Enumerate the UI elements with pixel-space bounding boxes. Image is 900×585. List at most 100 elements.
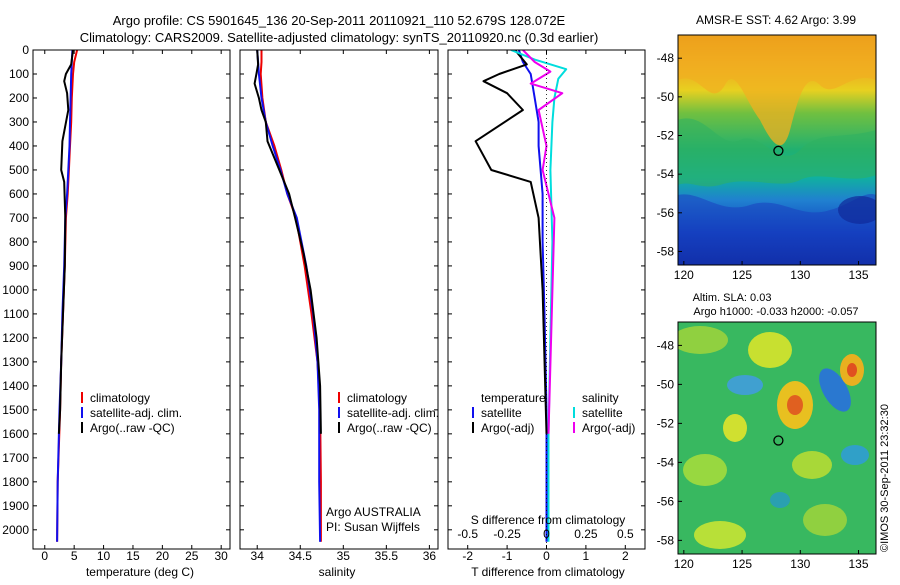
legend-label-satellite: satellite-adj. clim. xyxy=(90,406,182,420)
y-tick-label: -50 xyxy=(657,90,675,104)
y-tick-label: 1500 xyxy=(2,403,29,417)
sla-anomaly-blob xyxy=(723,414,747,442)
x-tick-label: 130 xyxy=(790,268,810,282)
series-line-argo-raw-qc- xyxy=(253,50,322,434)
legend-label-argo: Argo(..raw -QC) xyxy=(347,421,432,435)
sla-map-subtitle: Argo h1000: -0.033 h2000: -0.057 xyxy=(693,306,858,318)
sla-argo-position-marker xyxy=(773,435,784,446)
imos-timestamp-label: ©IMOS 30-Sep-2011 23:32:30 xyxy=(879,404,891,552)
salinity-xlabel: salinity xyxy=(319,565,356,579)
x-tick-label: 2 xyxy=(622,549,629,563)
sla-anomaly-blob xyxy=(819,368,851,412)
legend-label-temp-argo: Argo(-adj) xyxy=(481,421,534,435)
difference-panel: -2 -1 0 1 2 -0.5 -0.25 0 0.25 0.5 S difference f… xyxy=(447,49,646,579)
sla-anomaly-blob xyxy=(847,363,857,377)
y-tick-label: 1900 xyxy=(2,499,29,513)
sla-map-frame xyxy=(677,321,877,555)
salinity-annotation-line-2: PI: Susan Wijffels xyxy=(326,520,420,534)
y-tick-label: 1400 xyxy=(2,379,29,393)
y-tick-label: -52 xyxy=(657,416,675,430)
x-tick-label: -1 xyxy=(502,549,513,563)
x-tick-label: 34 xyxy=(251,549,265,563)
legend-label-climatology: climatology xyxy=(90,391,150,405)
series-line-argo-raw-qc- xyxy=(57,50,74,434)
sla-anomaly-blob xyxy=(683,454,727,486)
difference-xlabel-top: S difference from climatology xyxy=(471,513,626,527)
y-tick-label: -58 xyxy=(657,244,675,258)
legend-label-climatology: climatology xyxy=(347,391,407,405)
y-tick-label: -58 xyxy=(657,533,675,547)
x-tick-label: 5 xyxy=(71,549,78,563)
header-line-2: Climatology: CARS2009. Satellite-adjuste… xyxy=(80,30,599,45)
sla-anomaly-blob xyxy=(770,492,790,508)
y-tick-label: 100 xyxy=(9,67,29,81)
x-tick-label: 125 xyxy=(732,557,752,571)
x-tick-label: 25 xyxy=(185,549,199,563)
legend-label-sal-satellite: satellite xyxy=(582,406,623,420)
y-tick-label: 1700 xyxy=(2,451,29,465)
difference-legend: temperature satellite Argo(-adj) salinit… xyxy=(472,391,635,435)
sst-argo-position-marker xyxy=(773,145,784,156)
x-tick-label: 0 xyxy=(543,549,550,563)
x-tick-label: 20 xyxy=(156,549,170,563)
sla-anomaly-blob xyxy=(787,395,803,415)
difference-xlabel: T difference from climatology xyxy=(471,565,625,579)
sla-anomaly-blob xyxy=(792,451,832,479)
y-tick-label: 1800 xyxy=(2,475,29,489)
x-tick-label: 130 xyxy=(790,557,810,571)
temperature-legend: climatology satellite-adj. clim. Argo(..… xyxy=(81,391,182,435)
sla-anomaly-blob xyxy=(694,521,746,549)
y-tick-label: 900 xyxy=(9,259,29,273)
x-tick-label: -2 xyxy=(462,549,473,563)
sla-map-panel: Altim. SLA: 0.03 Argo h1000: -0.033 h200… xyxy=(657,292,891,571)
salinity-panel: 34 34.5 35 35.5 36 salinity climatology sate… xyxy=(239,49,439,579)
temperature-panel: 0100200300400500600700800900100011001200… xyxy=(2,43,231,579)
sst-map-title: AMSR-E SST: 4.62 Argo: 3.99 xyxy=(696,13,856,27)
sla-map-title: Altim. SLA: 0.03 xyxy=(693,292,772,304)
sla-anomaly-blob xyxy=(748,332,792,368)
y-tick-label: -52 xyxy=(657,129,675,143)
x-tick-label: 34.5 xyxy=(289,549,313,563)
y-tick-label: 200 xyxy=(9,91,29,105)
sla-anomaly-blob xyxy=(678,326,728,354)
sst-green-band xyxy=(678,118,876,187)
header-line-1: Argo profile: CS 5901645_136 20-Sep-2011… xyxy=(113,13,566,28)
y-tick-label: 600 xyxy=(9,187,29,201)
y-tick-label: 500 xyxy=(9,163,29,177)
y-tick-label: -54 xyxy=(657,455,675,469)
y-tick-label: 2000 xyxy=(2,523,29,537)
legend-label-satellite: satellite-adj. clim. xyxy=(347,406,439,420)
y-tick-label: 0 xyxy=(22,43,29,57)
y-tick-label: 1000 xyxy=(2,283,29,297)
legend-title-temperature: temperature xyxy=(481,391,546,405)
x-tick-label: 120 xyxy=(674,557,694,571)
y-tick-label: -56 xyxy=(657,494,675,508)
x-tick-label-top: 0.25 xyxy=(574,527,598,541)
x-tick-label-top: -0.25 xyxy=(493,527,521,541)
x-tick-label-top: 0.5 xyxy=(617,527,634,541)
salinity-axes-frame xyxy=(239,49,439,550)
x-tick-label: 120 xyxy=(674,268,694,282)
x-tick-label: 15 xyxy=(126,549,140,563)
temperature-axes-frame xyxy=(32,49,231,550)
sst-map-frame xyxy=(677,34,877,266)
x-tick-label: 135 xyxy=(849,557,869,571)
y-tick-label: 1300 xyxy=(2,355,29,369)
series-line-temperature-argo-adj- xyxy=(474,50,548,434)
x-tick-label: 0 xyxy=(41,549,48,563)
x-tick-label-top: -0.5 xyxy=(457,527,478,541)
x-tick-label: 10 xyxy=(97,549,111,563)
legend-title-salinity: salinity xyxy=(582,391,619,405)
x-tick-label: 36 xyxy=(423,549,437,563)
y-tick-label: 1600 xyxy=(2,427,29,441)
series-line-satellite-adj-clim- xyxy=(256,50,322,542)
sst-warm-lobe xyxy=(678,35,876,146)
y-tick-label: -54 xyxy=(657,167,675,181)
x-tick-label-top: 0 xyxy=(543,527,550,541)
y-tick-label: 800 xyxy=(9,235,29,249)
x-tick-label: 135 xyxy=(849,268,869,282)
y-tick-label: 1200 xyxy=(2,331,29,345)
salinity-legend: climatology satellite-adj. clim. Argo(..… xyxy=(338,391,439,435)
series-line-salinity-argo-adj- xyxy=(522,50,564,434)
